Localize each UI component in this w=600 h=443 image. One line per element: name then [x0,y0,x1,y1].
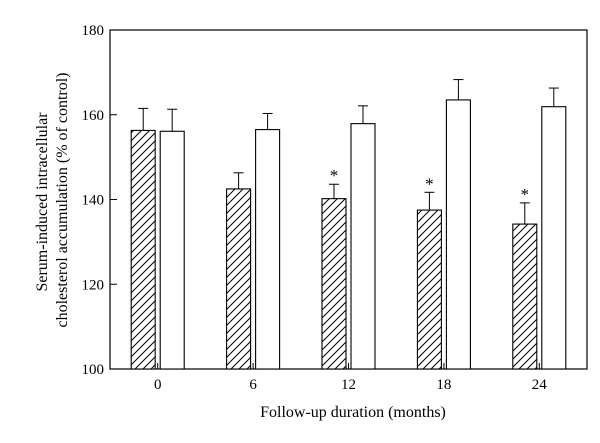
y-axis-label: Serum-induced intracellular cholesterol … [34,72,71,327]
bar-open-24 [541,106,567,370]
y-tick-label-2: 140 [82,193,105,209]
y-tick-label-4: 180 [82,23,105,39]
bar-open-18 [445,99,471,370]
x-axis-label: Follow-up duration (months) [260,404,446,421]
x-tick-label-0: 0 [154,377,162,393]
y-tick-label-1: 120 [82,277,105,293]
bar-open-6 [255,129,281,370]
bar-open-12 [350,123,376,370]
significance-mark-18: * [425,174,434,193]
y-axis-label-line-1: Serum-induced intracellular [34,112,51,292]
x-tick-label-4: 24 [532,377,548,393]
y-tick-label-3: 160 [82,108,105,124]
x-tick-label-2: 12 [341,377,356,393]
bar-hatched-18 [416,209,442,370]
bar-hatched-6 [226,188,252,370]
bar-hatched-0 [130,129,156,370]
y-axis-label-line-2: cholesterol accumulation (% of control) [54,72,71,327]
significance-mark-12: * [330,166,339,185]
bar-open-0 [159,130,185,370]
significance-mark-24: * [521,185,530,204]
bar-hatched-12 [321,198,347,370]
x-tick-label-3: 18 [436,377,451,393]
bar-hatched-24 [512,223,538,370]
y-tick-label-0: 100 [82,362,105,378]
plot-area: 100 120 140 160 180 0 6 12 * 18 * 24 * [82,23,588,393]
x-tick-label-1: 6 [249,377,257,393]
